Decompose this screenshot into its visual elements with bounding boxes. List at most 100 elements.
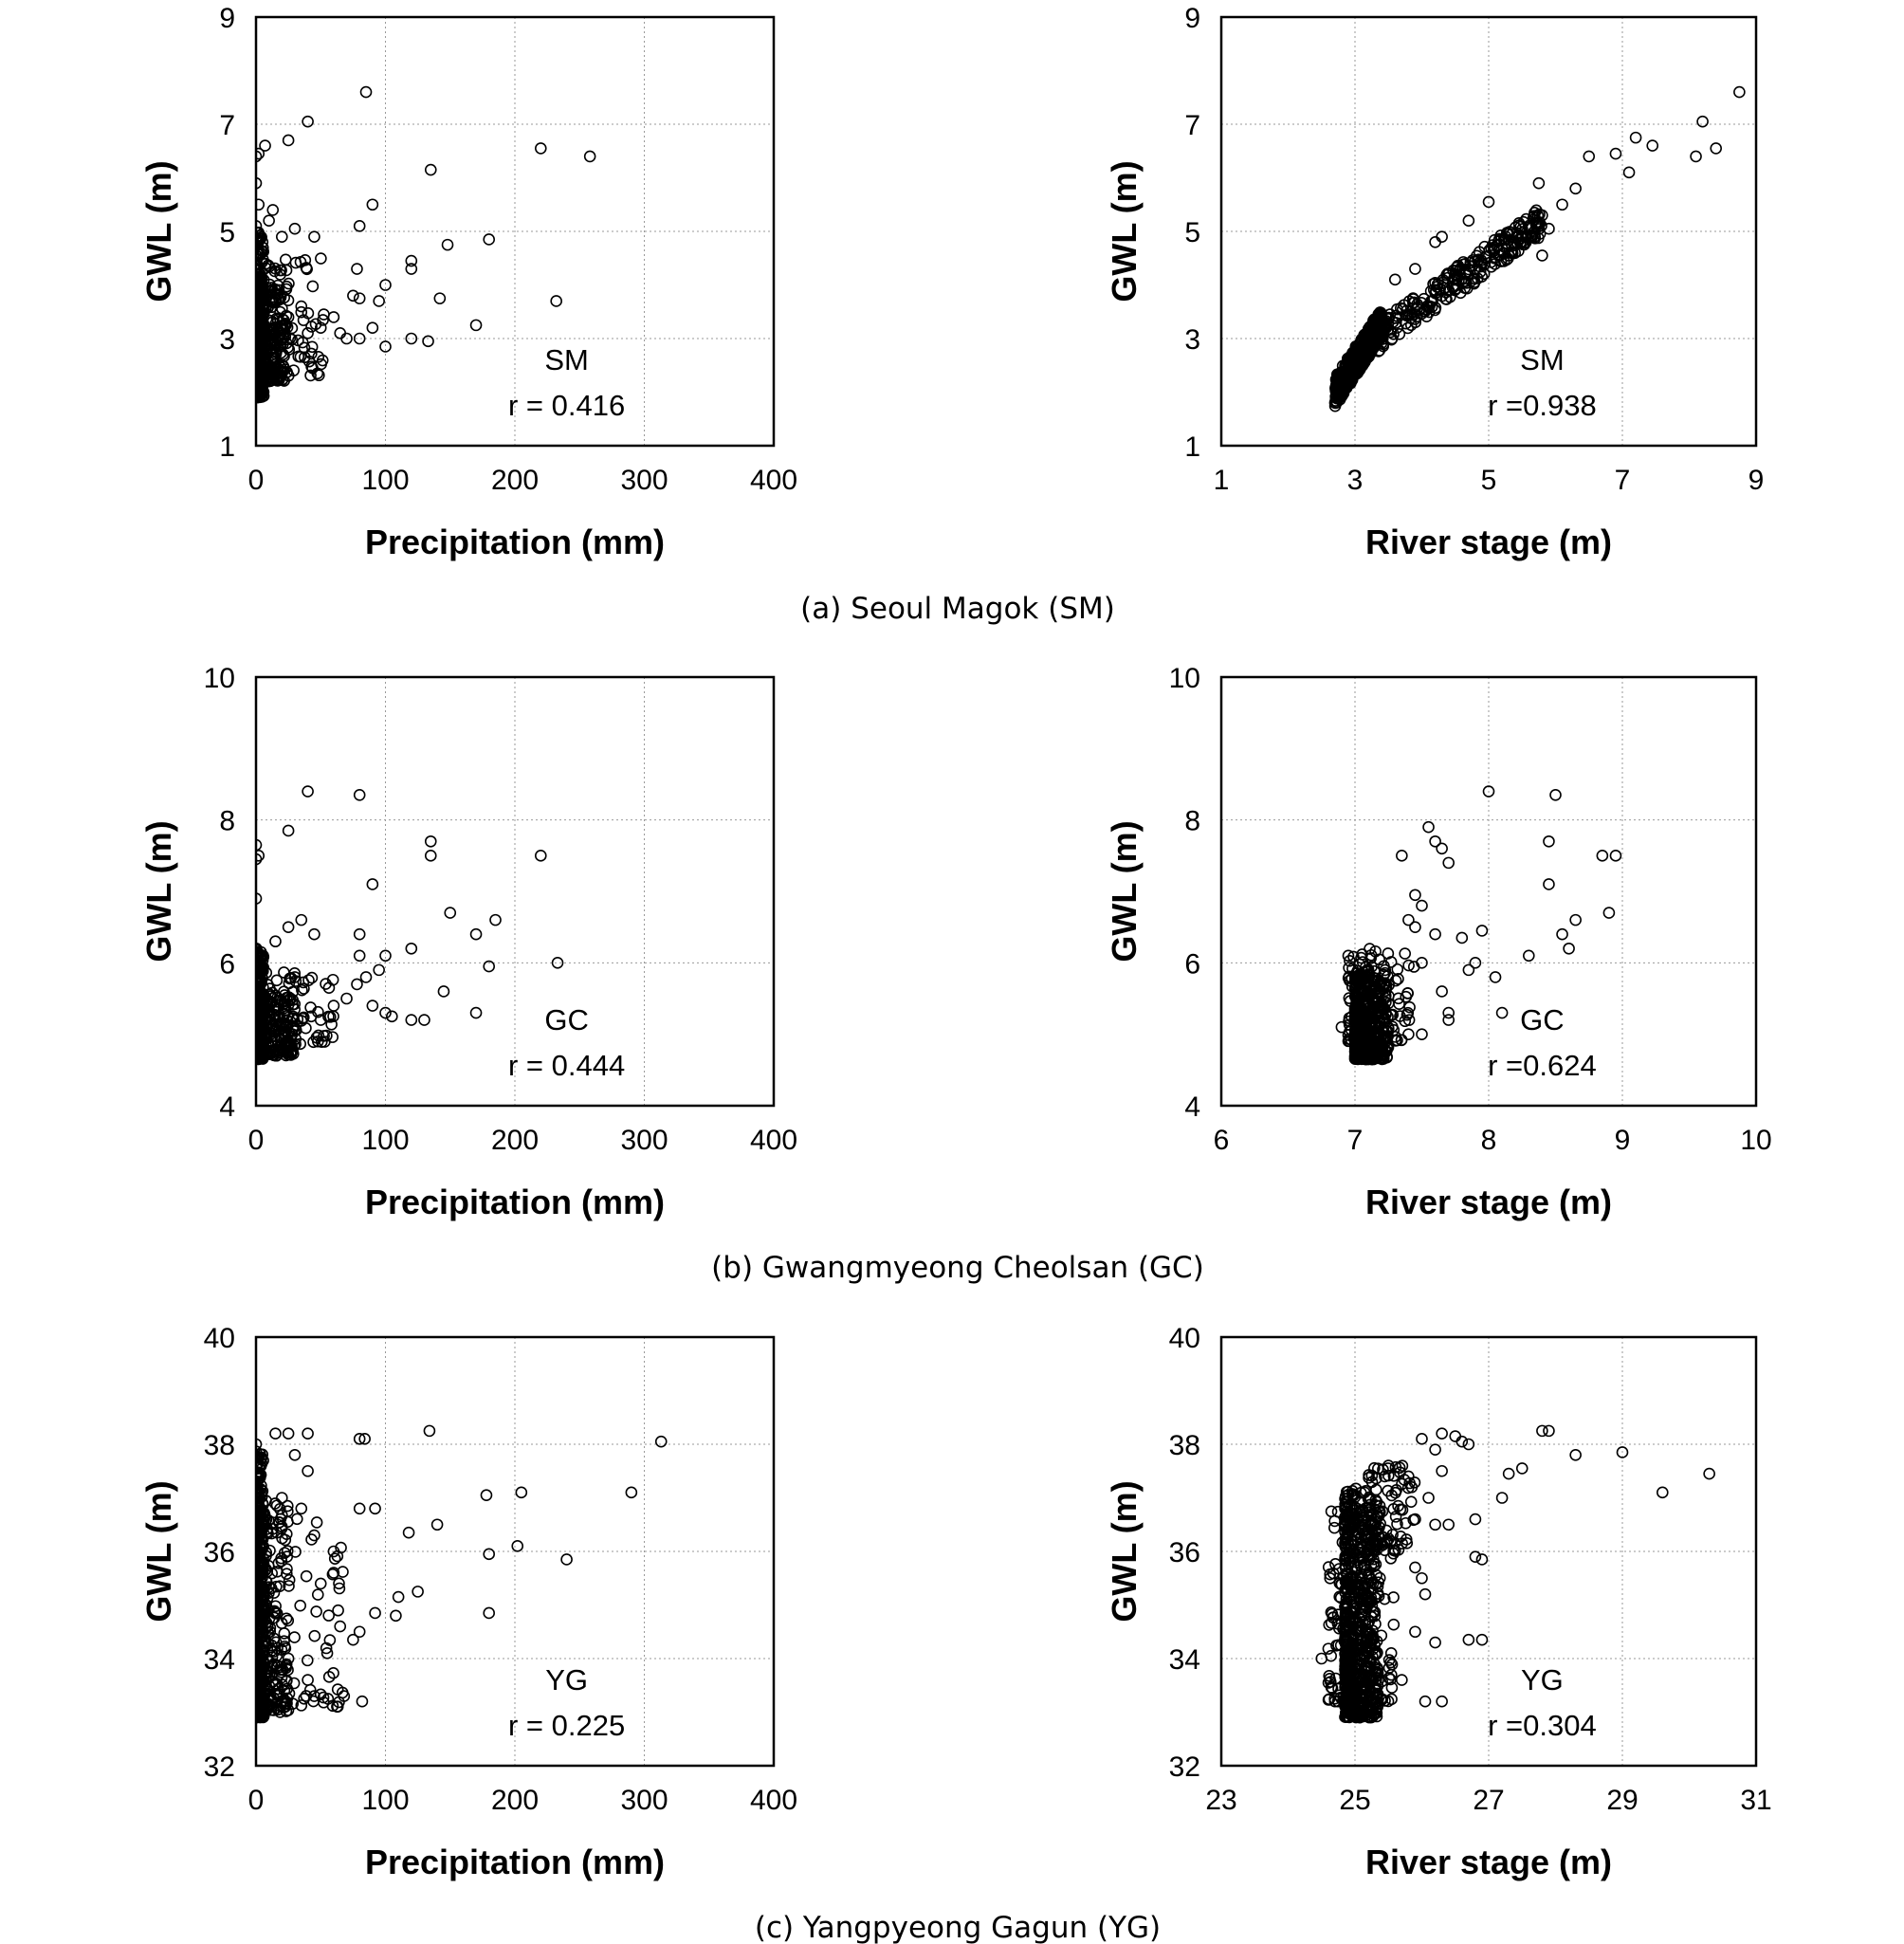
data-point bbox=[256, 150, 263, 163]
x-tick-label: 400 bbox=[750, 465, 797, 496]
y-tick-label: 7 bbox=[219, 110, 235, 141]
data-point bbox=[1341, 1668, 1354, 1680]
data-point bbox=[333, 1577, 345, 1590]
data-point bbox=[1449, 1430, 1462, 1442]
data-point bbox=[1364, 1051, 1377, 1064]
data-point bbox=[1690, 150, 1702, 163]
data-point bbox=[405, 942, 418, 955]
station-label: SM bbox=[1520, 343, 1565, 376]
data-point bbox=[386, 1010, 398, 1023]
data-point bbox=[302, 307, 315, 320]
x-tick-label: 400 bbox=[750, 1785, 797, 1816]
data-point bbox=[274, 1699, 287, 1713]
y-axis-label: GWL (m) bbox=[139, 1480, 178, 1622]
chart-gc-precip: 0 100 200 300 400 4 6 8 10 Precipitation (mm) GWL … bbox=[139, 663, 797, 1221]
data-point bbox=[269, 1427, 282, 1440]
data-point bbox=[1462, 963, 1475, 977]
y-axis-label: GWL (m) bbox=[1105, 820, 1144, 962]
data-point bbox=[256, 1692, 269, 1704]
data-point bbox=[1429, 1443, 1441, 1456]
data-point bbox=[511, 1540, 524, 1552]
data-point bbox=[334, 1620, 347, 1633]
data-point bbox=[304, 369, 317, 382]
data-point bbox=[274, 268, 286, 281]
data-point bbox=[256, 1496, 264, 1510]
data-point bbox=[1326, 1681, 1339, 1695]
data-point bbox=[256, 147, 265, 160]
data-point bbox=[302, 1654, 314, 1667]
data-point bbox=[1364, 1610, 1378, 1623]
y-tick-label: 5 bbox=[219, 217, 235, 248]
data-point bbox=[1622, 166, 1636, 179]
data-point bbox=[302, 1427, 314, 1440]
data-point bbox=[1355, 951, 1367, 964]
data-point bbox=[1342, 1607, 1354, 1620]
data-point bbox=[286, 999, 299, 1011]
data-point bbox=[256, 1567, 267, 1579]
data-point bbox=[418, 1014, 430, 1026]
y-tick-label: 1 bbox=[1184, 431, 1200, 463]
x-tick-label: 9 bbox=[1748, 465, 1765, 496]
caption-c: (c) Yangpyeong Gagun (YG) bbox=[755, 1911, 1161, 1944]
data-point bbox=[314, 1688, 327, 1701]
data-point bbox=[1629, 131, 1642, 144]
data-point bbox=[1349, 1051, 1363, 1064]
data-point bbox=[1340, 1603, 1353, 1615]
data-point bbox=[308, 1690, 320, 1702]
data-point bbox=[259, 1026, 272, 1039]
data-point bbox=[274, 346, 287, 359]
data-point bbox=[1416, 1433, 1428, 1445]
data-point bbox=[282, 1614, 295, 1627]
station-label: GC bbox=[544, 1003, 589, 1036]
data-point bbox=[379, 949, 392, 963]
data-point bbox=[1543, 878, 1555, 890]
data-point bbox=[1515, 236, 1529, 248]
y-tick-label: 4 bbox=[1184, 1091, 1200, 1123]
data-point bbox=[313, 369, 325, 382]
data-point bbox=[1382, 1672, 1396, 1684]
data-point bbox=[353, 292, 366, 304]
data-point bbox=[469, 927, 483, 941]
data-point bbox=[1488, 245, 1500, 257]
data-point bbox=[276, 303, 288, 315]
data-point bbox=[351, 978, 363, 991]
data-point bbox=[1365, 961, 1378, 973]
data-point bbox=[430, 1518, 444, 1531]
data-point bbox=[1393, 1461, 1406, 1475]
x-tick-label: 100 bbox=[361, 465, 409, 496]
data-point bbox=[282, 311, 295, 323]
data-point bbox=[1602, 907, 1616, 919]
data-point bbox=[275, 264, 287, 277]
data-point bbox=[359, 85, 373, 99]
data-point bbox=[1384, 956, 1398, 968]
station-label: SM bbox=[544, 343, 589, 376]
data-point bbox=[282, 1663, 294, 1677]
x-tick-label: 300 bbox=[620, 1125, 668, 1156]
data-point bbox=[1368, 1019, 1382, 1033]
data-point bbox=[284, 992, 297, 1005]
data-point bbox=[1358, 1680, 1370, 1694]
data-point bbox=[312, 351, 325, 363]
correlation-label: r =0.624 bbox=[1488, 1049, 1597, 1082]
data-point bbox=[305, 347, 318, 360]
data-point bbox=[379, 340, 392, 353]
data-point bbox=[1374, 1505, 1386, 1518]
data-point bbox=[1556, 198, 1568, 211]
data-point bbox=[1344, 954, 1356, 967]
data-point bbox=[256, 253, 269, 266]
station-label: YG bbox=[1521, 1663, 1564, 1696]
y-tick-label: 9 bbox=[1184, 3, 1200, 34]
data-point bbox=[269, 935, 282, 948]
y-axis-label: GWL (m) bbox=[1105, 1480, 1144, 1622]
data-point bbox=[1373, 1499, 1386, 1513]
data-point bbox=[402, 1526, 415, 1539]
data-point bbox=[1350, 1526, 1364, 1539]
data-point bbox=[306, 280, 320, 293]
data-point bbox=[1369, 1515, 1382, 1529]
data-point bbox=[327, 311, 340, 323]
data-point bbox=[483, 1606, 496, 1620]
data-point bbox=[1436, 985, 1448, 998]
data-point bbox=[353, 1625, 366, 1639]
data-point bbox=[299, 351, 311, 364]
